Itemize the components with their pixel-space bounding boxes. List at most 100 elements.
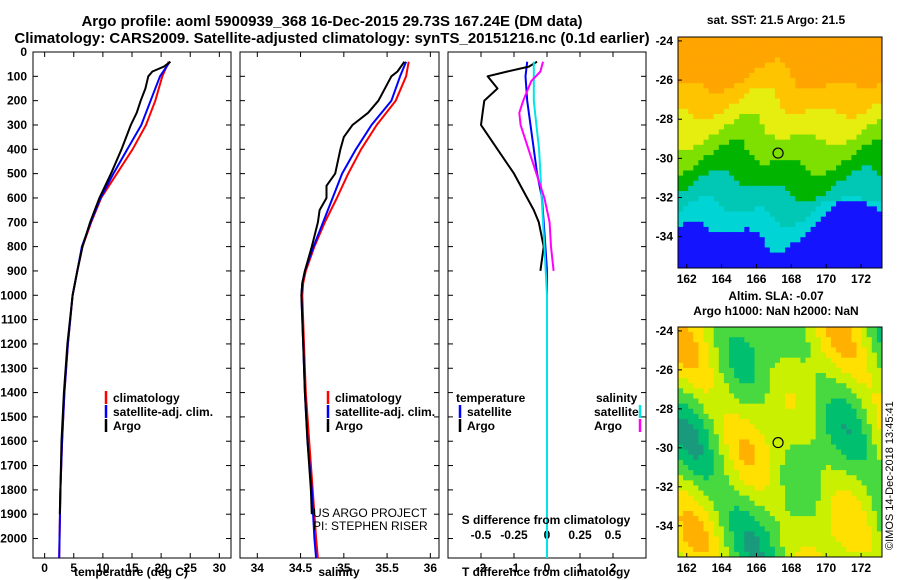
- map-cell: [871, 429, 878, 435]
- map-cell: [764, 155, 771, 161]
- map-cell: [780, 124, 786, 130]
- map-cell: [790, 536, 796, 543]
- map-cell: [688, 242, 694, 249]
- map-cell: [729, 444, 735, 451]
- map-cell: [825, 252, 832, 259]
- map-cell: [729, 337, 735, 343]
- map-cell: [871, 57, 878, 64]
- map-cell: [713, 108, 720, 115]
- map-cell: [734, 72, 740, 79]
- map-cell: [831, 516, 837, 522]
- map-cell: [836, 367, 842, 374]
- map-cell: [820, 252, 827, 259]
- map-cell: [708, 144, 715, 151]
- map-cell: [734, 337, 740, 343]
- map-cell: [790, 67, 796, 74]
- map-cell: [774, 500, 781, 507]
- map-cell: [815, 52, 822, 59]
- map-cell: [718, 78, 725, 84]
- map-cell: [774, 226, 781, 233]
- map-cell: [841, 98, 847, 105]
- map-cell: [739, 221, 745, 228]
- map-cell: [820, 332, 827, 338]
- map-cell: [764, 434, 771, 441]
- map-cell: [841, 170, 847, 177]
- map-cell: [871, 434, 878, 441]
- map-cell: [805, 114, 812, 120]
- map-cell: [805, 88, 812, 95]
- map-cell: [698, 465, 705, 471]
- map-cell: [820, 57, 827, 64]
- map-cell: [805, 134, 812, 141]
- map-x-tick-label: 164: [712, 561, 732, 575]
- map-cell: [861, 536, 868, 543]
- map-cell: [718, 185, 725, 192]
- map-cell: [856, 546, 863, 553]
- legend-sal-argo-label: Argo: [594, 419, 622, 433]
- map-cell: [785, 149, 791, 156]
- map-cell: [739, 470, 745, 476]
- map-cell: [683, 516, 689, 522]
- map-cell: [688, 342, 694, 349]
- map-cell: [876, 383, 882, 389]
- map-cell: [785, 232, 791, 238]
- map-cell: [815, 551, 822, 557]
- map-cell: [831, 485, 837, 492]
- map-cell: [729, 465, 735, 471]
- map-cell: [790, 357, 796, 364]
- map-cell: [795, 155, 801, 161]
- map-cell: [861, 216, 868, 223]
- map-cell: [713, 541, 720, 548]
- map-cell: [866, 485, 873, 492]
- map-cell: [683, 129, 689, 136]
- map-cell: [790, 531, 796, 538]
- map-cell: [683, 403, 689, 410]
- map-cell: [800, 403, 807, 410]
- map-cell: [688, 459, 694, 466]
- map-cell: [795, 347, 801, 354]
- map-cell: [861, 67, 868, 74]
- map-cell: [723, 388, 730, 395]
- map-cell: [713, 505, 720, 512]
- map-cell: [820, 505, 827, 512]
- map-cell: [718, 475, 725, 481]
- map-cell: [764, 196, 771, 202]
- map-cell: [744, 521, 750, 527]
- map-cell: [815, 470, 822, 476]
- map-cell: [718, 347, 725, 354]
- map-cell: [683, 495, 689, 502]
- map-cell: [790, 211, 796, 218]
- map-cell: [785, 536, 791, 543]
- map-cell: [708, 155, 715, 161]
- map-cell: [795, 342, 801, 349]
- map-cell: [876, 237, 882, 243]
- map-cell: [759, 180, 766, 187]
- map-cell: [708, 226, 715, 233]
- map-cell: [693, 57, 699, 64]
- map-cell: [861, 546, 868, 553]
- map-cell: [861, 196, 868, 202]
- map-cell: [708, 398, 715, 405]
- map-cell: [688, 129, 694, 136]
- map-cell: [713, 88, 720, 95]
- map-cell: [683, 511, 689, 517]
- x-tick-label: 35: [337, 561, 351, 575]
- map-cell: [851, 134, 858, 141]
- depth-tick-label: 100: [7, 69, 27, 83]
- map-cell: [754, 211, 761, 218]
- map-cell: [785, 196, 791, 202]
- map-cell: [759, 434, 766, 441]
- map-cell: [836, 88, 842, 95]
- map-cell: [815, 378, 822, 384]
- map-cell: [790, 185, 796, 192]
- map-cell: [678, 378, 684, 384]
- map-cell: [739, 170, 745, 177]
- map-cell: [678, 413, 684, 420]
- map-cell: [785, 490, 791, 497]
- map-cell: [866, 495, 873, 502]
- map-cell: [841, 47, 847, 53]
- map-cell: [769, 134, 776, 141]
- map-cell: [759, 531, 766, 538]
- map-cell: [856, 144, 863, 151]
- map-cell: [825, 124, 832, 130]
